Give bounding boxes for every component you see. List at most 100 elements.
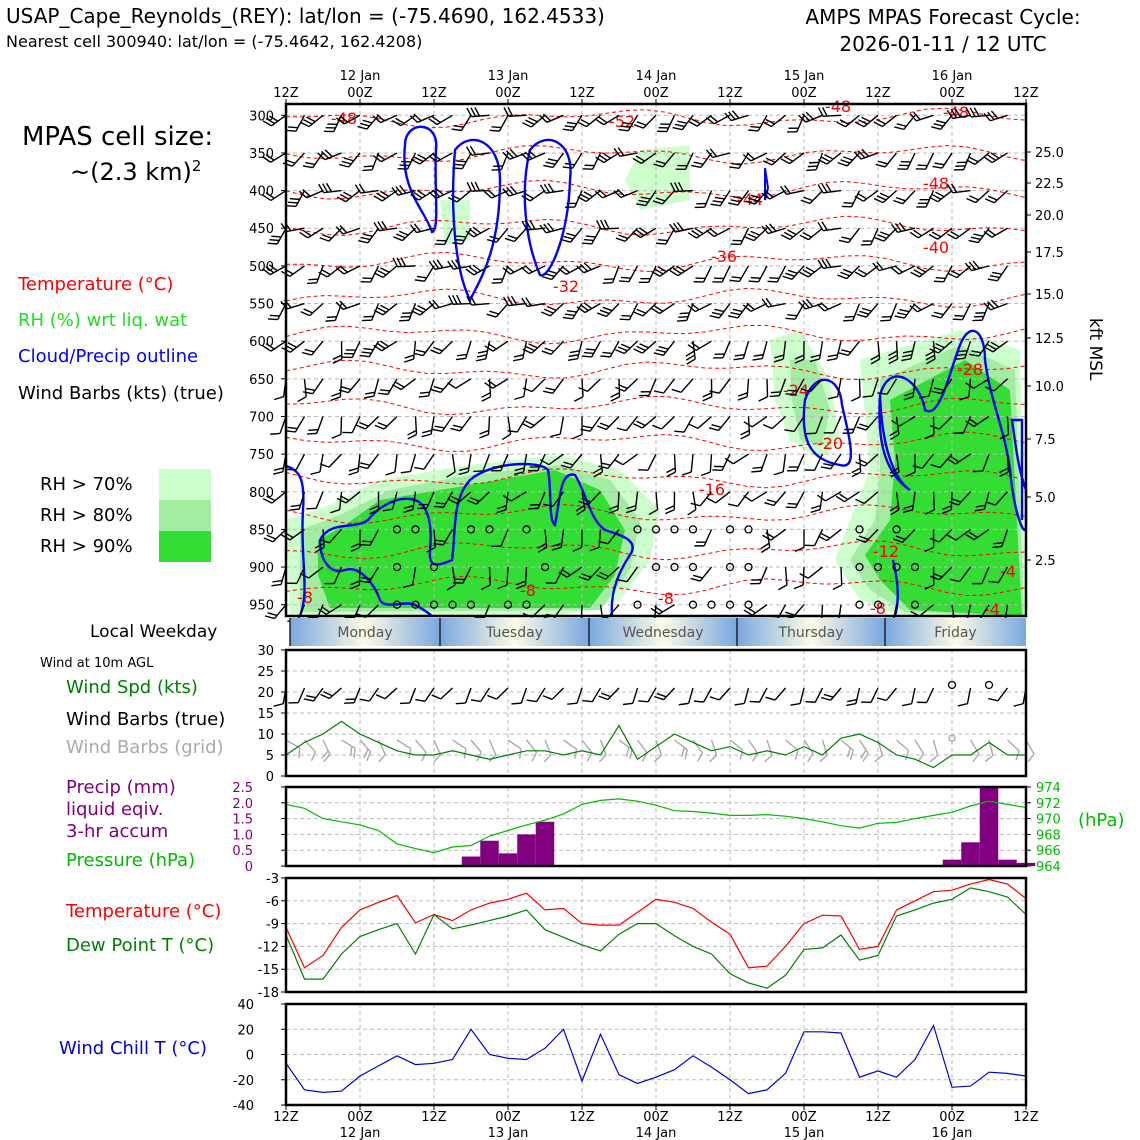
surface-wind-barb-true — [598, 687, 620, 701]
pressure-tick-label: 800 — [249, 486, 274, 501]
wind-barb — [964, 260, 990, 272]
wind-barb — [782, 265, 805, 280]
wind-barb — [816, 302, 842, 312]
temperature-contour-label: -36 — [711, 247, 737, 266]
temperature-contour — [285, 215, 1027, 236]
legend-precip-1: Precip (mm) — [66, 777, 176, 798]
wind-barb — [785, 303, 805, 320]
wind-barb — [664, 491, 676, 515]
wind-barb — [466, 295, 490, 306]
calm-wind-circle — [522, 600, 531, 609]
wind-barb — [702, 378, 713, 402]
legend-rh70-label: RH > 70% — [40, 474, 133, 495]
wind-barb — [950, 566, 972, 583]
wind-barb — [451, 114, 472, 132]
chill-panel-tick-label: 40 — [237, 998, 254, 1013]
wind-barb — [693, 265, 713, 283]
wind-barb — [428, 114, 453, 126]
station-title: USAP_Cape_Reynolds_(REY): lat/lon = (-75… — [6, 4, 605, 28]
wind-barb — [889, 491, 900, 516]
wind-barb — [924, 567, 935, 590]
temperature-contour — [285, 145, 1027, 165]
top-time-label: 12Z — [569, 86, 595, 101]
wind-barb — [782, 604, 805, 619]
wind-barb — [581, 227, 602, 245]
wind-barb — [507, 416, 528, 433]
wind-barb — [596, 303, 620, 318]
wind-panel-tick-label: 0 — [266, 770, 274, 785]
wind-barb — [393, 227, 416, 242]
wind-barb — [947, 528, 971, 541]
wind-barb — [619, 265, 639, 283]
calm-wind-circle — [688, 600, 698, 609]
surface-wind-barb-grid — [321, 739, 331, 763]
wind-barb — [780, 227, 805, 241]
wind-barb — [550, 416, 565, 438]
surface-wind-barb-true — [988, 687, 1009, 702]
wind-barb — [453, 566, 472, 584]
wind-barb — [690, 491, 713, 507]
wind-barb — [514, 378, 528, 400]
surface-wind-barb-grid — [764, 739, 773, 763]
wind-barb — [520, 265, 546, 275]
surface-wind-barb-grid — [729, 739, 744, 760]
wind-barb — [694, 190, 713, 209]
wind-barb — [817, 491, 842, 502]
wind-barb — [700, 454, 713, 477]
temperature-contour-label: -48 — [825, 97, 851, 116]
wind-barb — [984, 190, 1008, 204]
cloud-outline — [403, 125, 438, 234]
surface-wind-barb-true — [749, 687, 768, 703]
wind-barb — [613, 147, 638, 158]
calm-wind-circle — [873, 600, 883, 609]
temp-panel-tick-label: -12 — [258, 940, 279, 955]
wind-barb — [595, 114, 620, 126]
calm-wind-circle — [910, 600, 920, 609]
wind-barb — [674, 416, 694, 433]
wind-barb — [743, 491, 768, 502]
wind-barb — [650, 604, 675, 615]
wind-barb — [428, 299, 453, 310]
wind-barb — [491, 265, 509, 284]
weekday-label-monday: Monday — [337, 625, 392, 641]
wind-barb — [968, 227, 990, 244]
wind-barb — [929, 415, 953, 430]
wind-barb — [433, 529, 454, 546]
wind-barb — [804, 453, 824, 471]
legend-dewpoint: Dew Point T (°C) — [66, 935, 215, 956]
wind-barb — [875, 152, 898, 168]
wind-barb — [458, 454, 472, 476]
cell-size-exponent: 2 — [191, 157, 202, 175]
wind-barb — [952, 303, 972, 321]
wind-barb — [298, 189, 324, 199]
wind-barb — [838, 340, 861, 357]
wind-barb — [450, 416, 472, 432]
pressure-axis-label: 968 — [1036, 828, 1061, 843]
wind-panel-tick-label: 15 — [257, 707, 274, 722]
wind-barb — [762, 152, 786, 166]
wind-barb — [314, 529, 325, 553]
precip-bar — [480, 840, 499, 866]
wind-barb — [299, 227, 324, 239]
pressure-tick-label: 350 — [249, 147, 274, 162]
wind-barb — [817, 152, 842, 165]
precip-panel-tick-label: 0 — [245, 860, 253, 875]
wind-barb — [521, 190, 546, 202]
surface-wind-barb-true — [790, 687, 805, 706]
wind-barb — [748, 114, 768, 132]
wind-barb — [712, 265, 731, 283]
wind-barb — [930, 453, 953, 469]
surface-wind-barb-true — [526, 687, 546, 703]
wind-barb — [947, 227, 971, 240]
wind-barb — [455, 340, 472, 361]
surface-wind-barb-grid — [303, 739, 317, 762]
wind-barb — [300, 303, 324, 317]
wind-barb — [874, 227, 898, 242]
bottom-time-label: 00Z — [495, 1110, 521, 1125]
kft-tick-label: 17.5 — [1035, 246, 1064, 261]
wind-barb — [633, 415, 657, 429]
wind-barb — [446, 454, 456, 478]
pressure-tick-label: 550 — [249, 298, 274, 313]
wind-barb — [520, 149, 546, 161]
